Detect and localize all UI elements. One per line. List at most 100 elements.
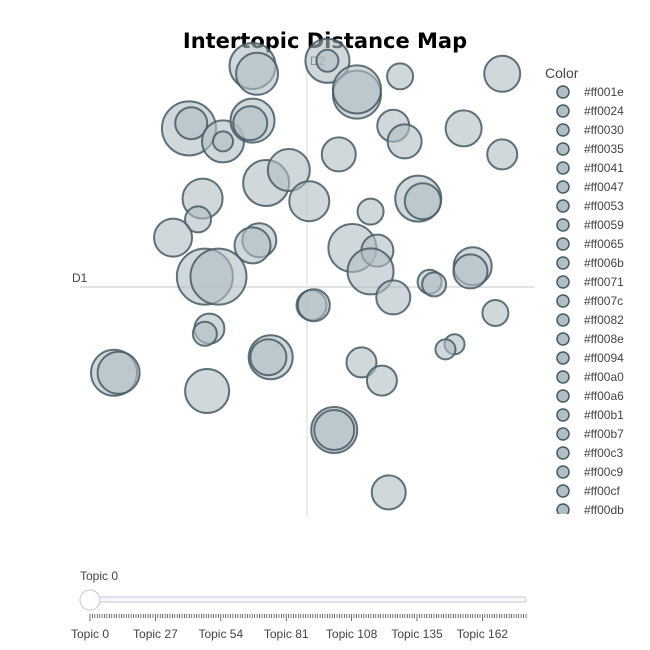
legend-item[interactable]: #ff008e xyxy=(556,332,624,346)
legend-label: #ff00a0 xyxy=(584,370,624,384)
legend-marker xyxy=(556,465,570,479)
topic-bubble[interactable] xyxy=(345,346,378,379)
legend-label: #ff00db xyxy=(584,503,624,517)
topic-bubble[interactable] xyxy=(365,364,398,397)
legend-label: #ff008e xyxy=(584,332,624,346)
legend-marker xyxy=(556,351,570,365)
topic-bubble[interactable] xyxy=(96,350,141,395)
topic-bubble[interactable] xyxy=(452,253,489,290)
legend-label: #ff0041 xyxy=(584,161,624,175)
topic-bubble[interactable] xyxy=(375,279,412,316)
slider-track[interactable] xyxy=(89,596,527,603)
topic-bubble[interactable] xyxy=(486,138,519,171)
topic-bubble[interactable] xyxy=(189,247,248,306)
topic-bubble[interactable] xyxy=(331,64,382,115)
legend-item[interactable]: #ff0053 xyxy=(556,199,624,213)
legend-item[interactable]: #ff00c9 xyxy=(556,465,623,479)
topic-bubble[interactable] xyxy=(315,48,340,73)
legend-item[interactable]: #ff0047 xyxy=(556,180,624,194)
legend-item[interactable]: #ff001e xyxy=(556,85,624,99)
legend-label: #ff0035 xyxy=(584,142,624,156)
topic-bubble[interactable] xyxy=(212,130,235,153)
legend-item[interactable]: #ff006b xyxy=(556,256,624,270)
legend-item[interactable]: #ff0065 xyxy=(556,237,624,251)
bubble-layer xyxy=(90,37,522,511)
topic-bubble[interactable] xyxy=(444,109,483,148)
legend-label: #ff00b1 xyxy=(584,408,624,422)
legend-label: #ff001e xyxy=(584,85,624,99)
topic-bubble[interactable] xyxy=(434,338,457,361)
legend-marker xyxy=(556,275,570,289)
legend-marker xyxy=(556,142,570,156)
legend-marker xyxy=(556,180,570,194)
topic-bubble[interactable] xyxy=(184,368,231,414)
topic-bubble[interactable] xyxy=(386,62,415,91)
legend-label: #ff0053 xyxy=(584,199,624,213)
legend-items: #ff001e #ff0024 #ff0030 #ff0035 #ff0041 #ff00… xyxy=(556,85,624,517)
legend-item[interactable]: #ff0024 xyxy=(556,104,624,118)
topic-bubble[interactable] xyxy=(313,409,356,451)
topic-bubble[interactable] xyxy=(346,247,395,296)
topic-bubble[interactable] xyxy=(153,217,194,258)
topic-bubble[interactable] xyxy=(403,182,442,221)
legend-item[interactable]: #ff00a6 xyxy=(556,389,624,403)
topic-bubble[interactable] xyxy=(483,54,522,93)
legend-label: #ff0065 xyxy=(584,237,624,251)
topic-bubble[interactable] xyxy=(191,320,218,347)
legend-marker xyxy=(556,389,570,403)
legend-marker xyxy=(556,503,570,514)
legend-label: #ff0047 xyxy=(584,180,624,194)
legend-marker xyxy=(556,294,570,308)
legend-item[interactable]: #ff00a0 xyxy=(556,370,624,384)
legend-marker xyxy=(556,104,570,118)
legend-label: #ff0082 xyxy=(584,313,624,327)
topic-bubble[interactable] xyxy=(386,123,423,160)
topic-bubble[interactable] xyxy=(320,136,357,173)
legend-label: #ff0071 xyxy=(584,275,624,289)
slider-tick-label: Topic 135 xyxy=(391,627,443,641)
x-axis-label: D1 xyxy=(72,271,88,285)
topic-slider: Topic 0 Topic 0 Topic 27 Topic 54 Topic 81 T… xyxy=(71,569,527,641)
legend-label: #ff00c9 xyxy=(584,465,623,479)
legend-item[interactable]: #ff0082 xyxy=(556,313,624,327)
topic-bubble[interactable] xyxy=(232,105,269,142)
legend-item[interactable]: #ff00cf xyxy=(556,484,620,498)
topic-bubble[interactable] xyxy=(249,338,288,377)
legend-marker xyxy=(556,237,570,251)
topic-bubble[interactable] xyxy=(174,106,209,141)
slider-current-label: Topic 0 xyxy=(80,569,118,583)
legend-item[interactable]: #ff00b1 xyxy=(556,408,624,422)
legend-marker xyxy=(556,313,570,327)
legend-label: #ff0059 xyxy=(584,218,624,232)
topic-bubble[interactable] xyxy=(266,148,311,192)
slider-tick-labels: Topic 0 Topic 27 Topic 54 Topic 81 Topic 108… xyxy=(71,627,508,641)
topic-bubble[interactable] xyxy=(296,288,331,323)
legend-item[interactable]: #ff0071 xyxy=(556,275,624,289)
topic-bubble[interactable] xyxy=(233,226,272,265)
legend-item[interactable]: #ff0035 xyxy=(556,142,624,156)
topic-bubble[interactable] xyxy=(356,197,385,226)
legend-item[interactable]: #ff00c3 xyxy=(556,446,623,460)
topic-bubble[interactable] xyxy=(421,271,448,298)
slider-handle[interactable] xyxy=(79,589,101,611)
topic-bubble[interactable] xyxy=(370,474,407,511)
legend-marker xyxy=(556,332,570,346)
legend-marker xyxy=(556,161,570,175)
topic-bubble[interactable] xyxy=(184,205,213,234)
legend-item[interactable]: #ff00b7 xyxy=(556,427,624,441)
topic-bubble[interactable] xyxy=(235,51,280,96)
legend-label: #ff007c xyxy=(584,294,623,308)
legend-label: #ff00a6 xyxy=(584,389,624,403)
topic-bubble[interactable] xyxy=(481,299,510,327)
legend-item[interactable]: #ff007c xyxy=(556,294,623,308)
legend-item[interactable]: #ff0059 xyxy=(556,218,624,232)
legend-item[interactable]: #ff0030 xyxy=(556,123,624,137)
legend-marker xyxy=(556,408,570,422)
legend-label: #ff0030 xyxy=(584,123,624,137)
legend-item[interactable]: #ff00db xyxy=(556,503,624,517)
slider-tick-marks xyxy=(89,614,527,621)
slider-tick-label: Topic 54 xyxy=(198,627,243,641)
legend-item[interactable]: #ff0041 xyxy=(556,161,624,175)
legend-item[interactable]: #ff0094 xyxy=(556,351,624,365)
topic-bubble[interactable] xyxy=(288,180,331,223)
